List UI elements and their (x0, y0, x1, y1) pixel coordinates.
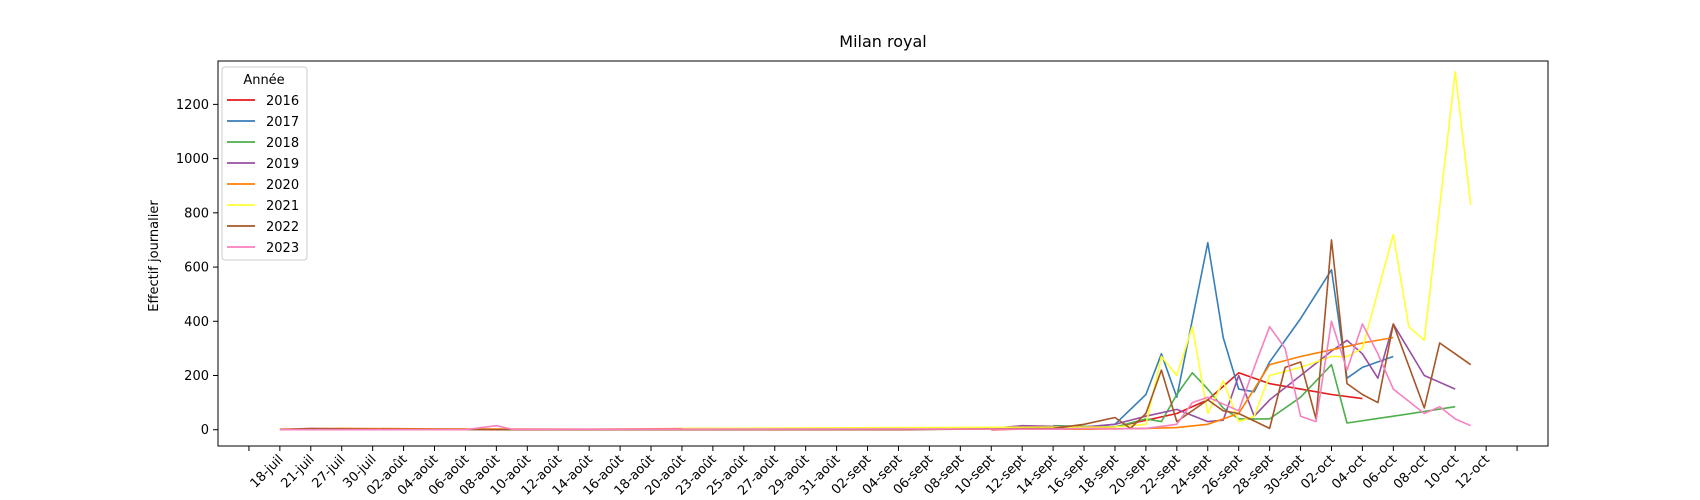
y-tick-label: 400 (184, 315, 209, 330)
x-tick-label: 08-oct (1391, 452, 1431, 492)
y-tick-label: 600 (184, 261, 209, 276)
y-tick-label: 1000 (176, 152, 209, 167)
legend-label: 2021 (266, 199, 299, 214)
series-line-2022 (279, 239, 1472, 431)
y-tick-label: 1200 (176, 98, 209, 113)
plot-frame (217, 60, 1549, 447)
series-line-2018 (1053, 363, 1456, 428)
legend-box (221, 66, 308, 261)
legend: Année 2016 2017 2018 2019 2020 2021 2022 2023 (221, 66, 308, 261)
x-tick-label: 04-oct (1329, 452, 1369, 492)
y-tick-label: 800 (184, 206, 209, 221)
y-axis-label: Effectif journalier (147, 200, 162, 312)
series-line-2017 (1022, 241, 1394, 430)
legend-label: 2017 (266, 115, 299, 130)
legend-title: Année (243, 73, 284, 88)
series-lines (279, 71, 1472, 431)
y-axis: 0 200 400 600 800 1000 1200 (176, 98, 218, 438)
x-axis: 18-juil21-juil27-juil30-juil02-août04-ao… (248, 446, 1518, 499)
legend-label: 2022 (266, 220, 299, 235)
legend-label: 2018 (266, 136, 299, 151)
series-line-2023 (279, 320, 1472, 431)
y-tick-label: 0 (201, 423, 209, 438)
x-tick-label: 27-juil (309, 452, 348, 491)
chart-title: Milan royal (839, 32, 926, 51)
legend-label: 2016 (266, 94, 299, 109)
x-tick-label: 10-oct (1422, 452, 1462, 492)
x-tick-label: 06-oct (1360, 452, 1400, 492)
x-tick-label: 12-oct (1453, 452, 1493, 492)
legend-label: 2019 (266, 157, 299, 172)
y-tick-label: 200 (184, 369, 209, 384)
x-tick-label: 21-juil (279, 452, 318, 491)
legend-label: 2020 (266, 178, 299, 193)
x-tick-label: 02-oct (1298, 452, 1338, 492)
legend-label: 2023 (266, 241, 299, 256)
x-tick-label: 18-juil (248, 452, 287, 491)
series-line-2021 (681, 71, 1472, 430)
